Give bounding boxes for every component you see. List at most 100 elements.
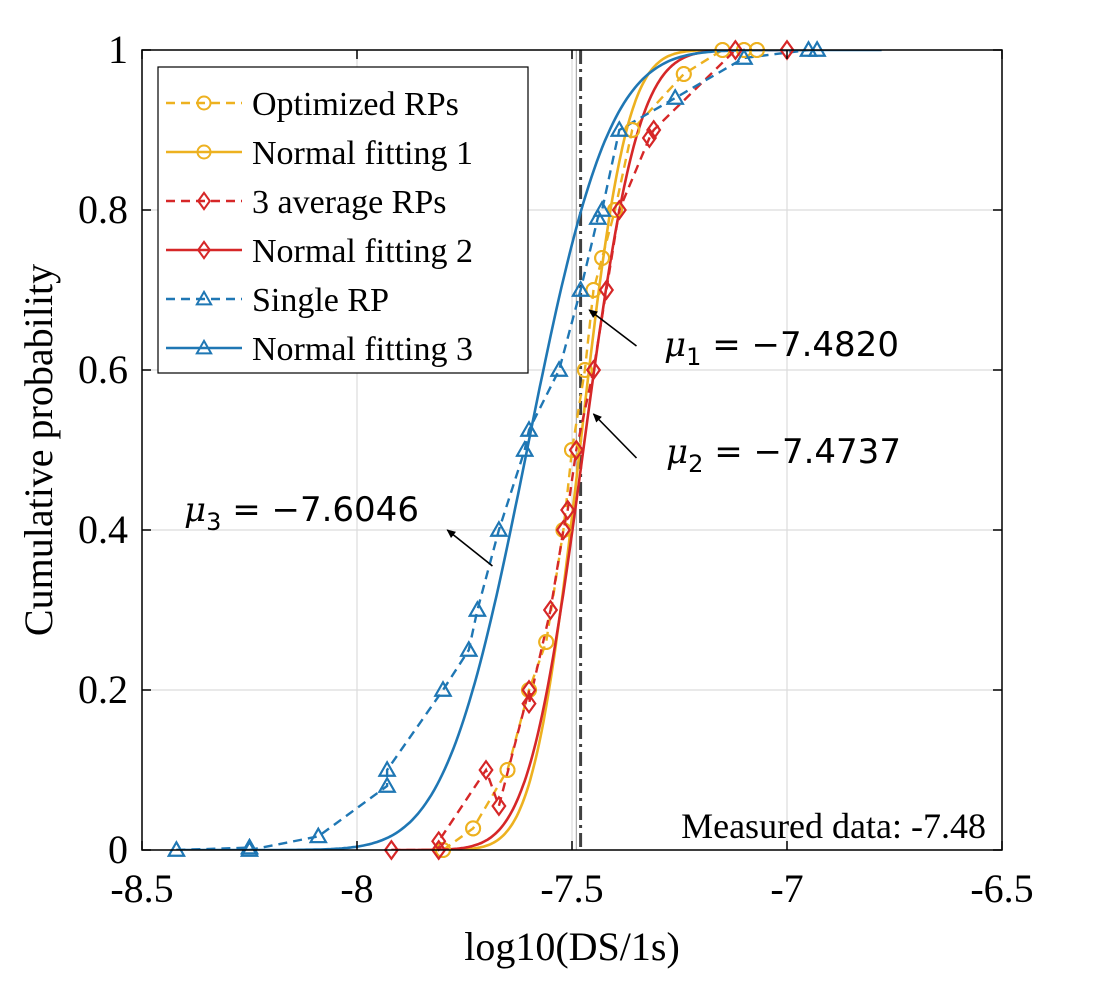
diamond-marker [478, 759, 494, 781]
circle-marker [196, 95, 212, 111]
legend: Optimized RPs Normal fitting 1 3 average R… [157, 66, 529, 374]
y-tick-label: 0 [108, 827, 128, 872]
annotation-arrow-mu3 [446, 529, 493, 567]
diamond-marker [585, 359, 602, 381]
circle-marker [499, 762, 516, 778]
marker-layer [166, 39, 827, 861]
annotation-mu1: μ1 = −7.4820 [664, 325, 899, 371]
circle-marker [538, 634, 555, 650]
tick-layer: -8.5 -8 -7.5 -7 -6.5 0 0.2 0.4 0.6 0.8 1 [78, 27, 1034, 911]
triangle-marker [377, 776, 397, 793]
diamond-marker [641, 127, 657, 149]
y-tick-label: 0.2 [78, 667, 128, 712]
circle-marker [576, 362, 593, 378]
y-axis-title: Cumulative probability [16, 264, 61, 636]
legend-label: Optimized RPs [252, 86, 459, 123]
y-tick-label: 1 [108, 27, 128, 72]
triangle-marker [807, 40, 827, 57]
legend-entry: Normal fitting 3 [166, 331, 473, 368]
diamond-marker [383, 839, 399, 861]
triangle-marker [571, 280, 591, 297]
triangle-marker [459, 640, 479, 657]
circle-marker [607, 202, 623, 218]
triangle-marker [195, 338, 213, 355]
diamond-marker [491, 795, 507, 817]
annotation-subscript: 3 [206, 508, 221, 536]
triangle-marker [195, 289, 213, 306]
triangle-marker [467, 600, 487, 617]
circle-marker [624, 122, 641, 138]
triangle-marker [609, 120, 629, 137]
y-tick-label: 0.8 [78, 187, 128, 232]
annotation-subscript: 2 [688, 450, 703, 478]
diamond-marker [560, 499, 576, 521]
triangle-marker [549, 360, 569, 377]
measured-data-label: Measured data: -7.48 [681, 806, 986, 846]
annotation-symbol: μ [184, 490, 206, 530]
x-tick-label: -7.5 [540, 866, 603, 911]
annotation-mu3: μ3 = −7.6046 [184, 490, 419, 536]
x-tick-label: -8 [340, 866, 373, 911]
diamond-marker [521, 693, 537, 715]
diamond-marker [727, 39, 743, 61]
circle-marker [564, 442, 580, 458]
series-line-3-average-rps [391, 50, 787, 850]
annotation-value: = −7.4737 [703, 432, 901, 472]
triangle-marker [308, 826, 328, 844]
triangle-marker [377, 760, 397, 777]
legend-entry: Normal fitting 2 [166, 233, 473, 270]
annotation-arrow-mu1 [588, 309, 637, 347]
annotation-subscript: 1 [686, 343, 701, 371]
diamond-marker [196, 191, 212, 211]
annotation-value: = −7.4820 [701, 325, 899, 365]
legend-label: 3 average RPs [252, 184, 447, 221]
annotation-mu2: μ2 = −7.4737 [666, 432, 901, 478]
x-tick-label: -8.5 [110, 866, 173, 911]
triangle-marker [549, 360, 569, 377]
circle-marker [675, 66, 692, 82]
series-line-optimized-rps [442, 50, 757, 850]
legend-label: Single RP [252, 282, 389, 319]
annotation-arrow-mu2 [592, 413, 638, 459]
circle-marker [465, 820, 482, 837]
series-line-single-rp [176, 50, 818, 850]
legend-entry: Optimized RPs [166, 86, 459, 123]
triangle-marker [519, 420, 539, 437]
x-axis-title: log10(DS/1s) [464, 924, 680, 969]
triangle-marker [240, 840, 259, 857]
diamond-marker [598, 279, 614, 301]
triangle-marker [240, 837, 259, 855]
diamond-marker [521, 679, 537, 701]
legend-entry: Normal fitting 1 [166, 135, 473, 172]
triangle-marker [489, 520, 509, 537]
triangle-marker [734, 48, 754, 65]
diamond-marker [196, 240, 212, 260]
fit-curve-normal-fitting-1 [421, 50, 809, 850]
x-tick-label: -7 [770, 866, 803, 911]
triangle-marker [467, 600, 487, 617]
legend-entry: 3 average RPs [166, 184, 447, 221]
legend-label: Normal fitting 1 [252, 135, 473, 172]
triangle-marker [592, 200, 612, 217]
triangle-marker [588, 208, 608, 225]
circle-marker [594, 250, 611, 266]
diamond-marker [431, 839, 447, 861]
circle-marker [196, 144, 212, 160]
x-tick-label: -6.5 [970, 866, 1033, 911]
diamond-marker [542, 599, 559, 621]
triangle-marker [515, 440, 535, 457]
triangle-marker [166, 840, 186, 857]
triangle-marker [433, 680, 453, 697]
legend-entry: Single RP [166, 282, 389, 319]
diamond-marker [555, 519, 571, 541]
legend-label: Normal fitting 3 [252, 331, 473, 368]
annotation-symbol: μ [666, 432, 688, 472]
legend-label: Normal fitting 2 [252, 233, 473, 270]
diamond-marker [646, 119, 662, 141]
diamond-marker [568, 439, 584, 461]
legend-box [157, 66, 529, 374]
diamond-marker [611, 199, 627, 221]
y-tick-label: 0.6 [78, 347, 128, 392]
